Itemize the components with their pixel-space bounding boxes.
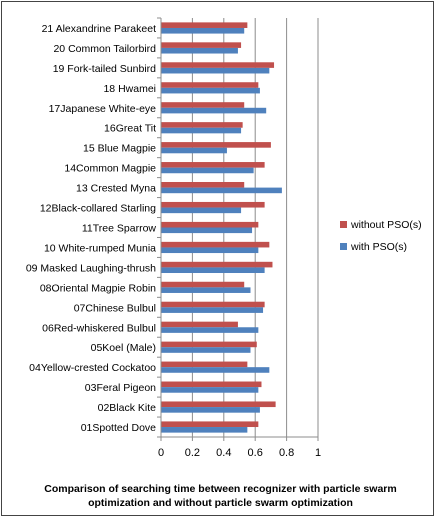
x-tick-label: 0.8 [279,447,294,459]
category-label: 21 Alexandrine Parakeet [42,23,156,35]
bar [161,287,251,293]
bar [161,142,271,148]
bar [161,267,265,274]
bar [161,381,262,388]
category-label: 06Red-whiskered Bulbul [42,322,156,334]
legend-swatch [340,243,347,250]
bar [161,407,260,413]
legend-label: with PSO(s) [350,241,407,253]
bar [161,107,267,114]
legend: without PSO(s) with PSO(s) [340,219,422,253]
bar [161,241,270,248]
category-label: 15 Blue Magpie [83,143,156,155]
x-tick-label: 1 [315,447,321,459]
axes: 0 0.2 0.4 0.6 0.8 1 21 Alexandrine Parakeet 20 … [26,17,321,459]
category-label: 12Black-collared Starling [40,203,156,215]
bar [161,387,259,393]
bar [161,181,245,188]
bar [161,201,265,208]
legend-label: without PSO(s) [350,219,422,231]
caption-line-1: Comparison of searching time between rec… [44,483,397,495]
category-label: 20 Common Tailorbird [53,43,156,55]
bar [161,227,253,234]
category-label: 05Koel (Male) [91,342,156,354]
bar [161,47,238,54]
bar [161,67,270,74]
category-label: 13 Crested Myna [76,183,156,195]
bar-chart: 0 0.2 0.4 0.6 0.8 1 21 Alexandrine Parakeet 20 … [26,17,422,459]
bar [161,82,259,88]
category-label: 04Yellow-crested Cockatoo [29,362,156,374]
bar [161,367,270,373]
bar [161,261,273,268]
bar [161,127,242,134]
bar [161,341,257,348]
bars [161,22,282,433]
category-label: 02Black Kite [98,402,157,414]
bar [161,247,259,254]
caption-line-2: optimization and without particle swarm … [88,497,353,509]
bar [161,187,282,194]
category-label: 19 Fork-tailed Sunbird [53,63,156,75]
bar [161,361,248,368]
bar [161,301,265,308]
bar [161,62,275,68]
bar [161,147,227,154]
bar [161,421,259,428]
x-tick-label: 0.6 [248,447,263,459]
bar [161,427,248,433]
bar [161,321,238,328]
bar [161,162,265,168]
legend-swatch [340,221,347,228]
bar [161,22,248,28]
bar [161,347,251,353]
category-label: 08Oriental Magpie Robin [40,282,156,294]
bar [161,27,245,34]
figure-caption: Comparison of searching time between rec… [2,482,437,510]
bar [161,307,264,313]
bar [161,42,242,48]
bar [161,87,260,94]
category-label: 07Chinese Bulbul [74,302,156,314]
category-label: 18 Hwamei [103,83,156,95]
bar [161,401,276,408]
category-label: 16Great Tit [104,123,156,135]
x-tick-label: 0.4 [216,447,231,459]
bar [161,327,259,333]
bar [161,122,243,128]
category-label: 11Tree Sparrow [82,223,157,235]
bar [161,167,254,174]
bar [161,207,242,214]
category-label: 14Common Magpie [64,163,156,175]
category-label: 17Japanese White-eye [49,103,157,115]
category-label: 09 Masked Laughing-thrush [26,262,156,274]
bar [161,102,245,108]
category-label: 10 White-rumped Munia [44,242,156,254]
bar [161,221,259,228]
category-label: 03Feral Pigeon [85,382,156,394]
category-label: 01Spotted Dove [81,422,156,434]
bar [161,281,245,288]
x-tick-label: 0.2 [185,447,200,459]
x-tick-label: 0 [158,447,164,459]
